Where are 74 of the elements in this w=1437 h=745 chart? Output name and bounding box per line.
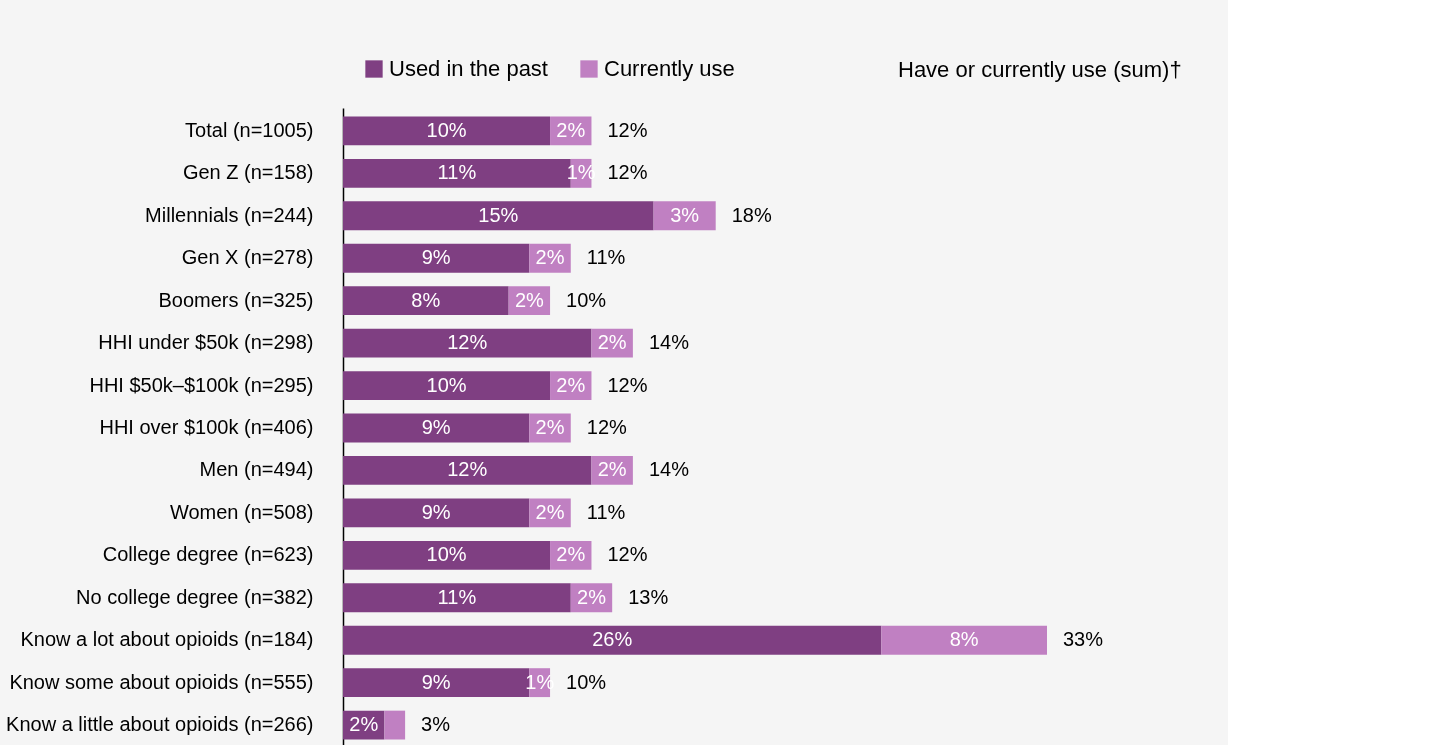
data-label: 11%	[437, 161, 477, 184]
bar	[343, 286, 509, 316]
data-label: 15%	[478, 203, 519, 226]
total-label: 12%	[607, 118, 648, 141]
y-tick-label: Total (n=1005)	[185, 118, 314, 141]
data-label: 9%	[421, 246, 451, 269]
total-label: 12%	[607, 373, 648, 396]
data-label: 12%	[447, 331, 488, 354]
bar	[343, 116, 551, 146]
data-label: 2%	[535, 500, 565, 523]
total-label: 18%	[731, 203, 772, 226]
data-label: 9%	[421, 500, 451, 523]
data-label: 9%	[421, 416, 451, 438]
data-label: 2%	[535, 416, 565, 438]
data-label: 10%	[426, 373, 467, 396]
data-label: 2%	[556, 118, 586, 141]
data-label: 2%	[349, 713, 379, 736]
data-label: 2%	[514, 288, 545, 311]
bar	[343, 371, 551, 400]
y-tick-label: Men (n=494)	[199, 458, 314, 481]
total-label: 13%	[628, 585, 669, 608]
y-tick-label: HHI under $50k (n=298)	[98, 331, 314, 354]
y-tick-label: Boomers (n=325)	[158, 288, 314, 311]
data-label: 11%	[437, 585, 477, 608]
y-tick-label: No college degree (n=382)	[76, 585, 314, 608]
data-label: 12%	[447, 458, 488, 481]
y-tick-label: Women (n=508)	[169, 500, 314, 523]
y-tick-label: Millennials (n=244)	[145, 203, 314, 226]
total-label: 3%	[421, 713, 451, 736]
data-label: 9%	[421, 670, 451, 693]
bar	[343, 456, 592, 485]
bar	[343, 583, 571, 613]
data-label: 10%	[426, 118, 467, 141]
legend-label: Currently use	[604, 56, 735, 81]
bar	[343, 540, 551, 570]
total-label: 12%	[607, 543, 648, 566]
data-label: 2%	[577, 585, 607, 608]
data-label: 3%	[670, 203, 700, 226]
data-label: 2%	[535, 246, 565, 269]
bar	[343, 243, 530, 273]
total-label: 33%	[1063, 628, 1104, 651]
data-label: 10%	[426, 543, 467, 566]
data-label: 8%	[949, 628, 979, 651]
total-label: 12%	[607, 161, 648, 184]
text: Have or currently use (sum)†	[898, 57, 1182, 82]
y-tick-label: Gen Z (n=158)	[182, 161, 314, 184]
legend-label: Used in the past	[389, 56, 548, 81]
y-tick-label: College degree (n=623)	[102, 543, 314, 566]
bar	[384, 710, 406, 740]
y-tick-label: Know a lot about opioids (n=184)	[20, 628, 314, 651]
bar	[343, 328, 592, 358]
bar	[343, 413, 530, 443]
data-label: 26%	[592, 628, 633, 651]
y-tick-label: Know a little about opioids (n=266)	[6, 713, 314, 736]
total-label: 10%	[566, 670, 607, 693]
y-tick-label: Gen X (n=278)	[181, 246, 314, 269]
data-label: 2%	[597, 331, 627, 354]
total-label: 14%	[648, 458, 690, 481]
total-label: 14%	[648, 331, 690, 354]
data-label: 2%	[556, 543, 586, 566]
bar	[343, 201, 654, 231]
bar	[881, 625, 1047, 655]
y-tick-label: Know some about opioids (n=555)	[9, 670, 314, 693]
bar	[343, 498, 530, 528]
bar	[343, 625, 882, 655]
y-tick-label: HHI $50k–$100k (n=295)	[89, 373, 314, 396]
data-label: 8%	[411, 288, 441, 311]
data-label: 2%	[597, 458, 627, 481]
total-label: 10%	[566, 288, 607, 311]
y-tick-label: HHI over $100k (n=406)	[99, 416, 314, 438]
total-label: 12%	[586, 416, 628, 438]
total-label: 11%	[586, 500, 626, 523]
data-label: 2%	[556, 373, 586, 396]
total-label: 11%	[586, 246, 626, 269]
